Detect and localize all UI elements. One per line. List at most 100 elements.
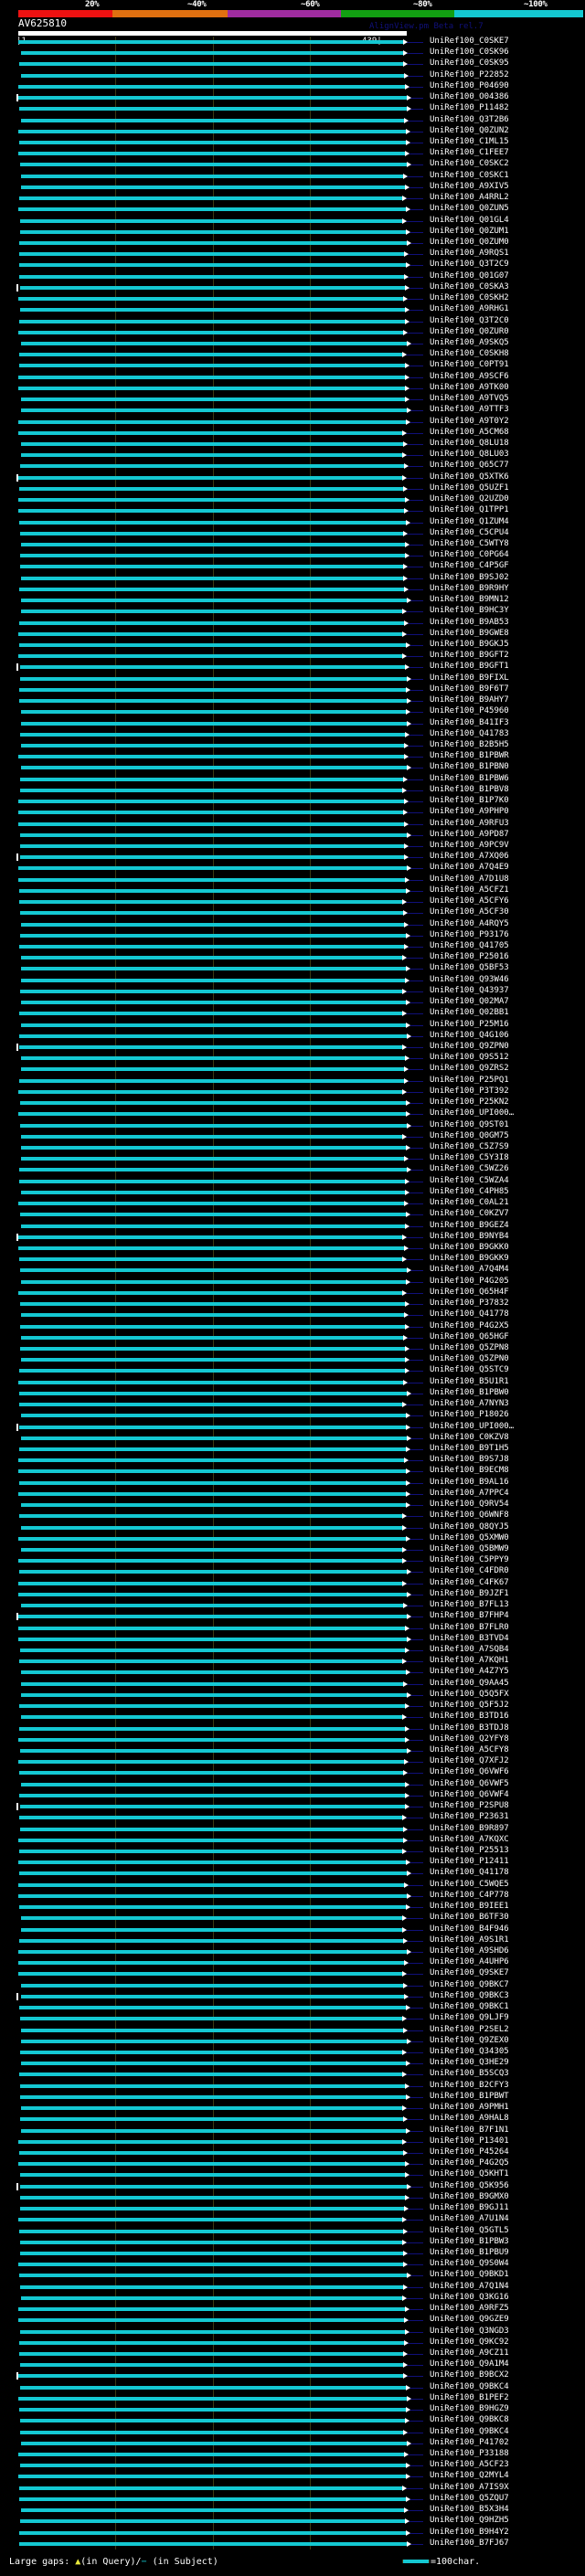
table-row[interactable]: UniRef100_C0SK96 bbox=[0, 48, 585, 59]
hit-label[interactable]: UniRef100_B7F1N1 bbox=[430, 2125, 509, 2135]
table-row[interactable]: UniRef100_P37832 bbox=[0, 1299, 585, 1310]
hit-label[interactable]: UniRef100_Q2YFY8 bbox=[430, 1734, 509, 1744]
hsp-bar[interactable] bbox=[18, 878, 405, 882]
table-row[interactable]: UniRef100_A7KQH1 bbox=[0, 1656, 585, 1668]
table-row[interactable]: UniRef100_B7FL13 bbox=[0, 1600, 585, 1612]
hit-label[interactable]: UniRef100_C0KZV7 bbox=[430, 1209, 509, 1218]
table-row[interactable]: UniRef100_B1PBN0 bbox=[0, 762, 585, 774]
table-row[interactable]: UniRef100_Q9BKC7 bbox=[0, 1980, 585, 1992]
hsp-bar[interactable] bbox=[20, 911, 403, 915]
hsp-bar[interactable] bbox=[20, 2017, 402, 2020]
hit-label[interactable]: UniRef100_B4F946 bbox=[430, 1924, 509, 1934]
table-row[interactable]: UniRef100_A7XQ06 bbox=[0, 852, 585, 864]
hsp-bar[interactable] bbox=[18, 1961, 404, 1965]
hsp-bar[interactable] bbox=[20, 1302, 405, 1306]
hsp-bar[interactable] bbox=[21, 710, 406, 714]
hit-label[interactable]: UniRef100_Q9BKC4 bbox=[430, 2382, 509, 2391]
table-row[interactable]: UniRef100_A7SQB4 bbox=[0, 1645, 585, 1657]
hit-label[interactable]: UniRef100_C0SKE7 bbox=[430, 37, 509, 46]
hit-label[interactable]: UniRef100_P4G205 bbox=[430, 1277, 509, 1286]
table-row[interactable]: UniRef100_A9RHG1 bbox=[0, 304, 585, 316]
hsp-bar[interactable] bbox=[19, 364, 405, 367]
hit-label[interactable]: UniRef100_B9GKK9 bbox=[430, 1254, 509, 1263]
hsp-bar[interactable] bbox=[19, 1514, 402, 1518]
table-row[interactable]: UniRef100_Q41778 bbox=[0, 1309, 585, 1321]
table-row[interactable]: UniRef100_C5WZ26 bbox=[0, 1164, 585, 1176]
hit-label[interactable]: UniRef100_A9RFZ5 bbox=[430, 2304, 509, 2313]
hsp-bar[interactable] bbox=[18, 40, 403, 44]
hit-label[interactable]: UniRef100_B9GMX0 bbox=[430, 2192, 509, 2201]
hsp-bar[interactable] bbox=[19, 1816, 402, 1819]
table-row[interactable]: UniRef100_P11482 bbox=[0, 103, 585, 115]
hsp-bar[interactable] bbox=[19, 1871, 407, 1875]
hsp-bar[interactable] bbox=[21, 1984, 403, 1988]
hit-label[interactable]: UniRef100_B1PBW6 bbox=[430, 774, 509, 783]
hit-label[interactable]: UniRef100_Q0ZUM0 bbox=[430, 238, 509, 247]
hsp-bar[interactable] bbox=[21, 1693, 407, 1697]
hsp-bar[interactable] bbox=[20, 230, 406, 234]
table-row[interactable]: UniRef100_A9SKQ5 bbox=[0, 338, 585, 350]
hit-label[interactable]: UniRef100_A9TTF3 bbox=[430, 405, 509, 414]
table-row[interactable]: UniRef100_Q1ZUM4 bbox=[0, 517, 585, 529]
table-row[interactable]: UniRef100_C4FK67 bbox=[0, 1578, 585, 1590]
hsp-bar[interactable] bbox=[20, 565, 403, 568]
table-row[interactable]: UniRef100_C5CPU4 bbox=[0, 528, 585, 540]
hit-label[interactable]: UniRef100_Q1ZUM4 bbox=[430, 517, 509, 526]
hsp-bar[interactable] bbox=[20, 464, 404, 468]
hit-label[interactable]: UniRef100_B9AB53 bbox=[430, 618, 509, 627]
hsp-bar[interactable] bbox=[18, 1235, 402, 1239]
table-row[interactable]: UniRef100_C0SK95 bbox=[0, 58, 585, 70]
hit-label[interactable]: UniRef100_C1FEE7 bbox=[430, 148, 509, 157]
hit-label[interactable]: UniRef100_B1PBU9 bbox=[430, 2248, 509, 2257]
hsp-bar[interactable] bbox=[20, 2386, 406, 2390]
hit-label[interactable]: UniRef100_P4G2Q5 bbox=[430, 2158, 509, 2168]
hsp-bar[interactable] bbox=[19, 252, 404, 256]
hsp-bar[interactable] bbox=[19, 1180, 405, 1183]
hit-label[interactable]: UniRef100_B9SJ02 bbox=[430, 573, 509, 582]
hit-label[interactable]: UniRef100_Q9ZRS2 bbox=[430, 1064, 509, 1073]
hit-label[interactable]: UniRef100_A9PC9V bbox=[430, 841, 509, 850]
hsp-bar[interactable] bbox=[21, 543, 405, 546]
hit-label[interactable]: UniRef100_B9IEE1 bbox=[430, 1902, 509, 1911]
hsp-bar[interactable] bbox=[20, 665, 405, 669]
hit-label[interactable]: UniRef100_A7IS9X bbox=[430, 2483, 509, 2492]
table-row[interactable]: UniRef100_P25PQ1 bbox=[0, 1076, 585, 1087]
hit-label[interactable]: UniRef100_Q3T2C0 bbox=[430, 316, 509, 325]
table-row[interactable]: UniRef100_C0SKH8 bbox=[0, 349, 585, 361]
table-row[interactable]: UniRef100_A7Q4M4 bbox=[0, 1265, 585, 1277]
hsp-bar[interactable] bbox=[19, 1168, 407, 1171]
hit-label[interactable]: UniRef100_P11482 bbox=[430, 103, 509, 112]
hit-label[interactable]: UniRef100_A9HAL8 bbox=[430, 2114, 509, 2123]
hsp-bar[interactable] bbox=[19, 521, 406, 525]
table-row[interactable]: UniRef100_Q43937 bbox=[0, 986, 585, 998]
hsp-bar[interactable] bbox=[19, 263, 406, 267]
table-row[interactable]: UniRef100_P2SPU8 bbox=[0, 1801, 585, 1813]
table-row[interactable]: UniRef100_B9FIXL bbox=[0, 673, 585, 685]
hsp-bar[interactable] bbox=[20, 219, 402, 223]
hit-label[interactable]: UniRef100_C4PH85 bbox=[430, 1187, 509, 1196]
hit-label[interactable]: UniRef100_A9RFU3 bbox=[430, 819, 509, 828]
hsp-bar[interactable] bbox=[19, 1659, 402, 1663]
hit-label[interactable]: UniRef100_UPI000… bbox=[430, 1422, 515, 1431]
hsp-bar[interactable] bbox=[18, 1246, 404, 1250]
hsp-bar[interactable] bbox=[18, 800, 404, 803]
table-row[interactable]: UniRef100_B9BCX2 bbox=[0, 2370, 585, 2382]
table-row[interactable]: UniRef100_Q9GZE9 bbox=[0, 2315, 585, 2327]
hit-label[interactable]: UniRef100_A5CFY6 bbox=[430, 896, 509, 906]
hsp-bar[interactable] bbox=[20, 677, 407, 681]
table-row[interactable]: UniRef100_Q5STC9 bbox=[0, 1365, 585, 1377]
table-row[interactable]: UniRef100_Q41783 bbox=[0, 729, 585, 741]
hit-label[interactable]: UniRef100_Q0ZUR0 bbox=[430, 327, 509, 336]
table-row[interactable]: UniRef100_Q2UZD0 bbox=[0, 494, 585, 506]
table-row[interactable]: UniRef100_Q6VWF5 bbox=[0, 1779, 585, 1791]
table-row[interactable]: UniRef100_Q9A1M4 bbox=[0, 2359, 585, 2371]
hit-label[interactable]: UniRef100_UPI000… bbox=[430, 1108, 515, 1118]
table-row[interactable]: UniRef100_C0SKA3 bbox=[0, 282, 585, 294]
table-row[interactable]: UniRef100_A7U1N4 bbox=[0, 2214, 585, 2226]
hit-label[interactable]: UniRef100_C0PG64 bbox=[430, 550, 509, 559]
hit-label[interactable]: UniRef100_P25016 bbox=[430, 952, 509, 961]
table-row[interactable]: UniRef100_Q5UZF1 bbox=[0, 483, 585, 495]
hsp-bar[interactable] bbox=[20, 286, 405, 290]
hit-label[interactable]: UniRef100_P25M16 bbox=[430, 1020, 509, 1029]
table-row[interactable]: UniRef100_A9TK00 bbox=[0, 383, 585, 395]
